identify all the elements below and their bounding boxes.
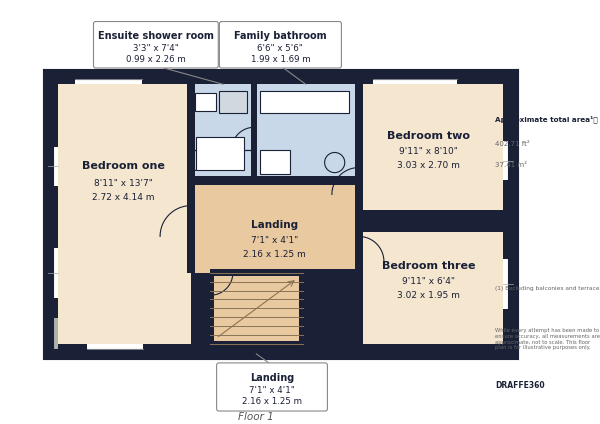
Bar	[219, 91, 247, 113]
Text: (1) Excluding balconies and terraces: (1) Excluding balconies and terraces	[495, 286, 600, 291]
Text: 9'11" x 6'4": 9'11" x 6'4"	[402, 277, 455, 286]
Text: Family bathroom: Family bathroom	[234, 31, 327, 42]
Bar	[48, 147, 58, 186]
Bar	[191, 176, 359, 185]
Text: Bedroom two: Bedroom two	[387, 131, 470, 141]
Bar	[48, 74, 512, 354]
Bar	[359, 228, 503, 344]
Text: 2.16 x 1.25 m: 2.16 x 1.25 m	[244, 250, 306, 259]
Bar	[355, 209, 363, 344]
Bar	[211, 340, 303, 347]
Text: 7'1" x 4'1": 7'1" x 4'1"	[249, 386, 295, 395]
Text: 8'11" x 13'7": 8'11" x 13'7"	[94, 179, 153, 188]
Text: 37.41 m²: 37.41 m²	[495, 162, 527, 168]
Text: 9'11" x 8'10": 9'11" x 8'10"	[399, 147, 458, 156]
Text: Landing: Landing	[251, 220, 298, 230]
Bar	[187, 84, 195, 273]
Bar	[373, 74, 457, 84]
Bar	[254, 84, 359, 181]
Text: 3.02 x 1.95 m: 3.02 x 1.95 m	[397, 291, 460, 300]
Text: Bedroom one: Bedroom one	[82, 162, 165, 171]
FancyBboxPatch shape	[94, 22, 218, 68]
Text: Floor 1: Floor 1	[238, 412, 274, 421]
Bar	[211, 269, 359, 276]
Bar	[48, 74, 512, 354]
Text: 6'6" x 5'6": 6'6" x 5'6"	[257, 44, 304, 53]
Bar	[260, 150, 290, 174]
Bar	[211, 273, 303, 344]
Bar	[359, 224, 503, 232]
Bar	[191, 181, 359, 273]
Text: 7'1" x 4'1": 7'1" x 4'1"	[251, 237, 298, 245]
Text: Approximate total area¹⦾: Approximate total area¹⦾	[495, 115, 598, 123]
FancyBboxPatch shape	[220, 22, 341, 68]
Text: 3.03 x 2.70 m: 3.03 x 2.70 m	[397, 161, 460, 170]
Text: 402.71 ft²: 402.71 ft²	[495, 141, 530, 147]
Bar	[359, 84, 503, 209]
Bar	[251, 84, 257, 181]
Bar	[48, 318, 58, 354]
Bar	[196, 137, 244, 170]
Text: 0.99 x 2.26 m: 0.99 x 2.26 m	[126, 55, 186, 64]
Bar	[195, 92, 216, 111]
FancyBboxPatch shape	[217, 363, 328, 411]
Text: While every attempt has been made to
ensure accuracy, all measurements are
appro: While every attempt has been made to ens…	[495, 328, 600, 350]
Text: Landing: Landing	[250, 373, 294, 383]
Bar	[75, 74, 142, 84]
Bar	[88, 344, 143, 354]
Text: Bedroom three: Bedroom three	[382, 260, 475, 271]
Bar	[503, 259, 512, 309]
Bar	[191, 84, 254, 181]
Text: 2.72 x 4.14 m: 2.72 x 4.14 m	[92, 193, 155, 202]
Bar	[48, 248, 58, 298]
Bar	[503, 141, 512, 181]
Text: 3'3" x 7'4": 3'3" x 7'4"	[133, 44, 179, 53]
Text: DRAFFE360: DRAFFE360	[495, 381, 545, 391]
Bar	[207, 273, 214, 344]
Text: 1.99 x 1.69 m: 1.99 x 1.69 m	[251, 55, 310, 64]
Bar	[355, 84, 363, 209]
Bar	[58, 84, 191, 344]
Text: Ensuite shower room: Ensuite shower room	[98, 31, 214, 42]
Text: 2.16 x 1.25 m: 2.16 x 1.25 m	[242, 397, 302, 406]
Bar	[299, 273, 306, 344]
Bar	[260, 91, 349, 113]
